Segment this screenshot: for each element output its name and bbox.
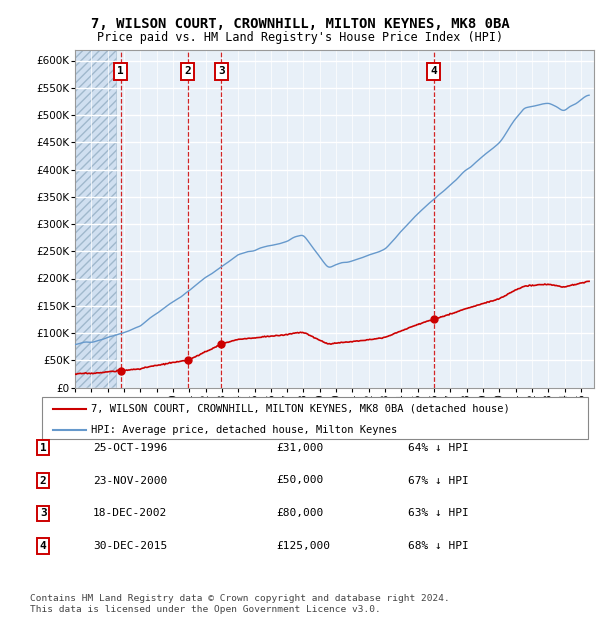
- Text: 3: 3: [40, 508, 47, 518]
- Text: 2: 2: [40, 476, 47, 485]
- Text: £125,000: £125,000: [276, 541, 330, 551]
- FancyBboxPatch shape: [42, 397, 588, 439]
- Text: 1: 1: [118, 66, 124, 76]
- Text: Contains HM Land Registry data © Crown copyright and database right 2024.: Contains HM Land Registry data © Crown c…: [30, 593, 450, 603]
- Text: 25-OCT-1996: 25-OCT-1996: [93, 443, 167, 453]
- Text: 1: 1: [40, 443, 47, 453]
- Text: £31,000: £31,000: [276, 443, 323, 453]
- Text: Price paid vs. HM Land Registry's House Price Index (HPI): Price paid vs. HM Land Registry's House …: [97, 31, 503, 44]
- Text: This data is licensed under the Open Government Licence v3.0.: This data is licensed under the Open Gov…: [30, 604, 381, 614]
- Text: 64% ↓ HPI: 64% ↓ HPI: [408, 443, 469, 453]
- Text: 67% ↓ HPI: 67% ↓ HPI: [408, 476, 469, 485]
- Text: 23-NOV-2000: 23-NOV-2000: [93, 476, 167, 485]
- Text: £50,000: £50,000: [276, 476, 323, 485]
- Text: 2: 2: [184, 66, 191, 76]
- Text: 18-DEC-2002: 18-DEC-2002: [93, 508, 167, 518]
- Text: £80,000: £80,000: [276, 508, 323, 518]
- Bar: [75, 50, 116, 388]
- Text: 30-DEC-2015: 30-DEC-2015: [93, 541, 167, 551]
- Text: 63% ↓ HPI: 63% ↓ HPI: [408, 508, 469, 518]
- Text: 4: 4: [431, 66, 437, 76]
- Text: 7, WILSON COURT, CROWNHILL, MILTON KEYNES, MK8 0BA: 7, WILSON COURT, CROWNHILL, MILTON KEYNE…: [91, 17, 509, 32]
- Text: 4: 4: [40, 541, 47, 551]
- Text: HPI: Average price, detached house, Milton Keynes: HPI: Average price, detached house, Milt…: [91, 425, 397, 435]
- Text: 3: 3: [218, 66, 225, 76]
- Text: 7, WILSON COURT, CROWNHILL, MILTON KEYNES, MK8 0BA (detached house): 7, WILSON COURT, CROWNHILL, MILTON KEYNE…: [91, 404, 510, 414]
- Text: 68% ↓ HPI: 68% ↓ HPI: [408, 541, 469, 551]
